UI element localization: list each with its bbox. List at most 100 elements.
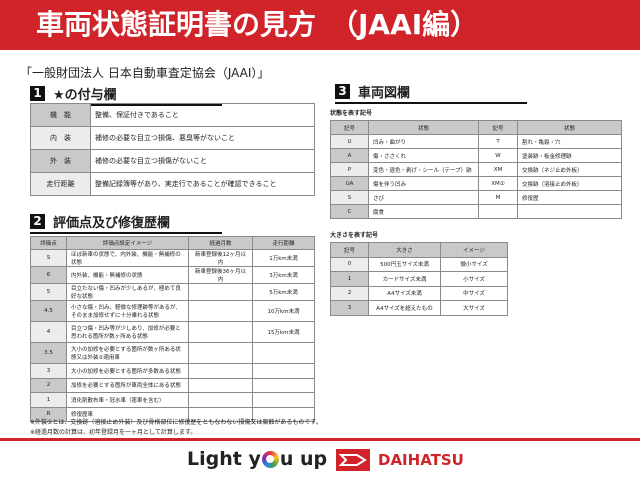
column-header: 記号 [478,120,518,135]
row-key: 4 [30,321,67,343]
table-cell [252,406,315,422]
column-header: 評価点設定イメージ [66,236,189,250]
table-cell: 傷・ささくれ [368,148,479,163]
table-cell: 整備、保証付きであること [90,103,315,127]
table-row: 3 大小の加修を必要とする箇所が多数ある状態 [30,363,315,379]
table-cell: XM② [478,176,518,191]
table-cell: 1万km未満 [252,249,315,267]
table-cell [252,392,315,408]
row-key: R [30,406,67,422]
table-row: 1 カードサイズ未満 小サイズ [330,271,508,287]
table-cell [188,300,253,322]
table-row: 2 加修を必要とする箇所が車両全体にある状態 [30,377,315,393]
table-cell: 目立たない傷・凹みが少しあるが、極めて良好な状態 [66,283,189,301]
table-cell: 割れ・亀裂・穴 [517,134,622,149]
row-key: 5 [30,283,67,301]
row-key: 4.5 [30,300,67,322]
daihatsu-brand: DAIHATSU [378,451,464,469]
table-cell [188,377,253,393]
row-key: A [330,148,369,163]
table-cell [517,204,622,219]
table-cell: ほぼ新車の状態で、内外装、機能・無補修の状態 [66,249,189,267]
column-header: 状態 [368,120,479,135]
table-cell: 微小サイズ [440,256,508,272]
row-key: 3 [30,363,67,379]
table-row: R 修復歴車 [30,406,315,422]
table-cell: 新車登録後12ヶ月以内 [188,249,253,267]
state-symbols-table: 記号 状態 記号 状態 U 凹み・曲がり T 割れ・亀裂・穴 A 傷・ささくれ W 塗装跡・板金修理跡… [330,120,622,219]
table-row: 6 内外装、機能・無補修の状態 新車登録後36ヶ月以内 3万km未満 [30,266,315,284]
table-row: 機 能整備、保証付きであること [30,103,315,127]
table-row: 走行距離 整備記録簿等があり、実走行であることが確認できること [30,172,315,196]
table-cell: 交換跡（ネジ止め外板） [517,162,622,177]
column-header: 評価点 [30,236,67,250]
row-key: 3 [330,300,369,316]
row-key: S [30,249,67,267]
table-cell: W [478,148,518,163]
table-cell: 新車登録後36ヶ月以内 [188,266,253,284]
table-cell: 整備記録簿等があり、実走行であることが確認できること [90,172,315,196]
divider [0,438,640,441]
column-header: 経過月数 [188,236,253,250]
table-cell: 腐食 [368,204,479,219]
table-cell: 加修を必要とする箇所が車両全体にある状態 [66,377,189,393]
star-table: 機 能整備、保証付きであること内 装補修の必要な目立つ損傷、悪臭等がないこと外 … [30,103,315,196]
table-cell: A4サイズを超えたもの [368,300,441,316]
section-number: 3 [335,84,350,99]
table-row: C 腐食 [330,204,622,219]
table-row: 4 目立つ傷・凹み等が少しあり、加修が必要と思われる箇所が数ヶ所ある状態 15万km… [30,321,315,343]
row-key: 機 能 [30,103,91,127]
section3-heading: 3 車両図欄 [335,82,527,104]
table-cell: 小サイズ [440,271,508,287]
table-row: 1 消化剤散布車・冠水車（雹車を含む） [30,392,315,408]
table-row: 4.5 小さな傷・凹み、軽微な修理跡等があるが、そのまま加修せずに十分乗れる状態 1… [30,300,315,322]
table-cell: 変色・退色・剥げ・シール（テープ）跡 [368,162,479,177]
row-key: 1 [30,392,67,408]
size-symbols-label: 大きさを表す記号 [330,232,379,239]
table-cell [478,204,518,219]
row-key: C [330,204,369,219]
table-cell: 大小の加修を必要とする箇所が数ヶ所ある状態又は外装②適用車 [66,342,189,364]
column-header: 走行距離 [252,236,315,250]
table-cell: 大小の加修を必要とする箇所が多数ある状態 [66,363,189,379]
table-cell: 補修の必要な目立つ損傷、悪臭等がないこと [90,126,315,150]
table-cell: 消化剤散布車・冠水車（雹車を含む） [66,392,189,408]
table-row: S ほぼ新車の状態で、内外装、機能・無補修の状態 新車登録後12ヶ月以内 1万km未満 [30,249,315,267]
table-cell: 修復歴車 [66,406,189,422]
table-cell: XM [478,162,518,177]
row-key: 外 装 [30,149,91,173]
evaluation-table: 評価点 評価点設定イメージ 経過月数 走行距離 S ほぼ新車の状態で、内外装、機能・無補修… [30,236,315,422]
table-row: S さび M 修復歴 [330,190,622,205]
daihatsu-mark-icon [336,449,370,471]
table-row: 2 A4サイズ未満 中サイズ [330,285,508,301]
slogan-part: Light y [187,448,261,470]
table-cell: 補修の必要な目立つ損傷がないこと [90,149,315,173]
row-key: P [330,162,369,177]
table-cell: カードサイズ未満 [368,271,441,287]
table-cell: T [478,134,518,149]
table-row: 0 500円玉サイズ未満 微小サイズ [330,256,508,272]
size-symbols-table: 記号 大きさ イメージ 0 500円玉サイズ未満 微小サイズ 1 カードサイズ未満 小サイズ 2 A… [330,242,508,316]
section2-heading: 2 評価点及び修復歴欄 [30,212,222,234]
table-cell: 交換跡（溶接止め外板） [517,176,622,191]
table-row: 内 装補修の必要な目立つ損傷、悪臭等がないこと [30,126,315,150]
row-key: S [330,190,369,205]
section-title: ★の付与欄 [53,88,117,103]
table-row: 3 A4サイズを超えたもの 大サイズ [330,300,508,316]
state-symbols-label: 状態を表す記号 [330,110,373,117]
row-key: 2 [330,285,369,301]
table-cell: 内外装、機能・無補修の状態 [66,266,189,284]
footnote: ※外装②とは、交換跡（溶接止め外装）及び骨格部位に修復歴をともなわない損傷又は腐… [30,419,322,426]
table-cell: 目立つ傷・凹み等が少しあり、加修が必要と思われる箇所が数ヶ所ある状態 [66,321,189,343]
slogan-part: u up [279,448,328,470]
table-cell: 中サイズ [440,285,508,301]
table-row: U 凹み・曲がり T 割れ・亀裂・穴 [330,134,622,149]
row-key: 6 [30,266,67,284]
table-cell: 傷を伴う凹み [368,176,479,191]
table-cell [252,342,315,364]
table-cell: 修復歴 [517,190,622,205]
table-cell: 5万km未満 [252,283,315,301]
section-title: 評価点及び修復歴欄 [53,216,171,231]
table-cell: さび [368,190,479,205]
page-title: 車両状態証明書の見方 （JAAI編） [0,0,640,50]
